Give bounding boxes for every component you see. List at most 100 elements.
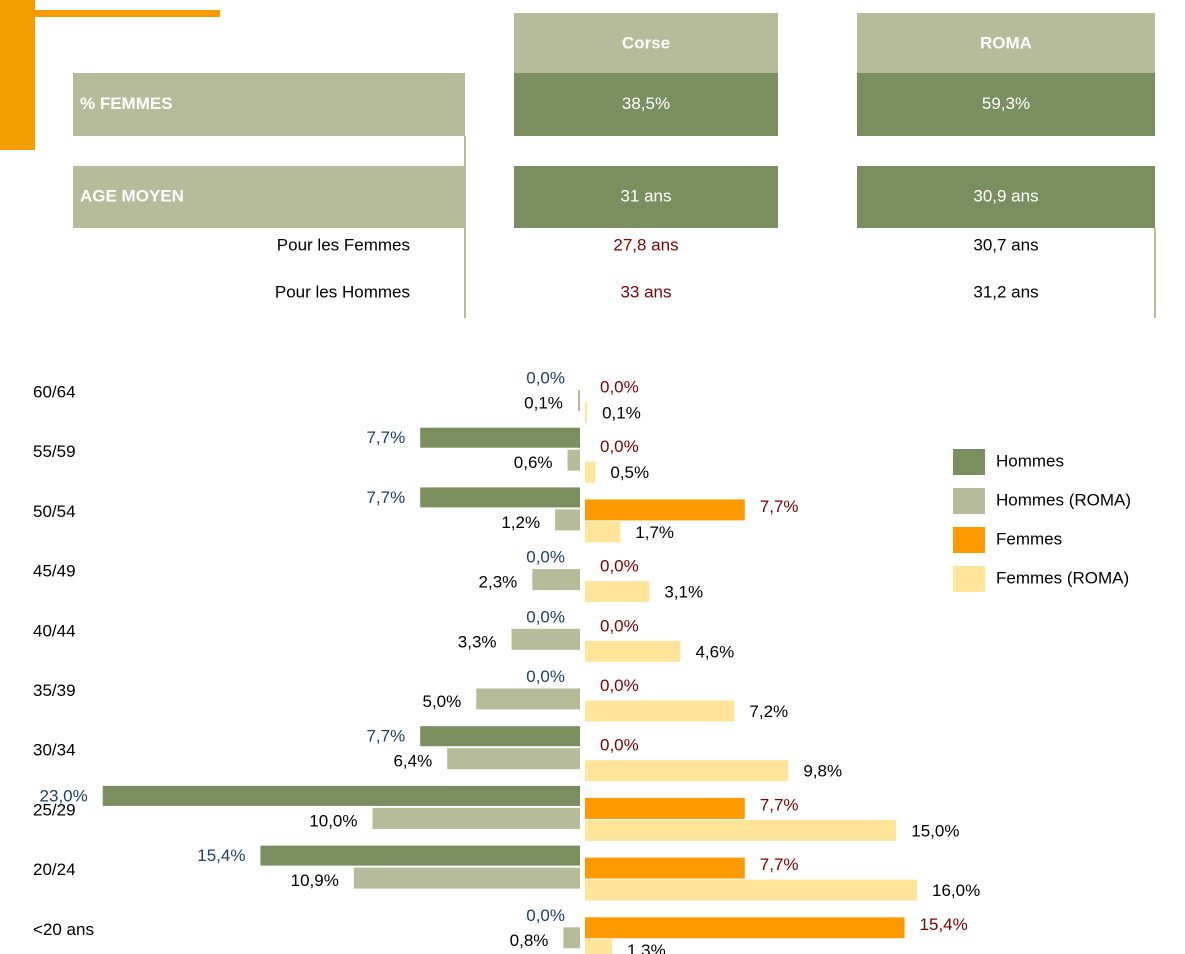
row-label-bg: [73, 73, 465, 136]
category-label: 45/49: [33, 562, 76, 581]
cell-value: 30,7 ans: [973, 235, 1038, 254]
cell-value: 33 ans: [620, 282, 671, 301]
legend-swatch: [953, 527, 985, 553]
category-label: 20/24: [33, 860, 76, 879]
cell-value: 59,3%: [982, 94, 1030, 113]
value-label: 9,8%: [803, 762, 842, 781]
value-label: 23,0%: [40, 786, 88, 805]
cell-bg: [857, 73, 1155, 136]
value-label: 0,1%: [602, 403, 641, 422]
category-label: <20 ans: [33, 920, 94, 939]
value-label: 0,5%: [610, 463, 649, 482]
value-label: 0,0%: [526, 667, 565, 686]
value-label: 7,7%: [760, 497, 799, 516]
value-label: 2,3%: [479, 573, 518, 592]
legend-label: Hommes (ROMA): [996, 490, 1131, 509]
row-label: AGE MOYEN: [80, 186, 184, 205]
value-label: 15,4%: [920, 915, 968, 934]
category-label: 35/39: [33, 681, 76, 700]
bar: [585, 402, 588, 423]
bar: [585, 760, 789, 782]
cell-value: 31,2 ans: [973, 282, 1038, 301]
bar: [260, 845, 580, 866]
value-label: 1,7%: [635, 523, 674, 542]
bar: [585, 640, 681, 662]
category-label: 55/59: [33, 442, 76, 461]
column-header: Corse: [622, 33, 670, 52]
value-label: 0,1%: [524, 393, 563, 412]
bar: [567, 449, 580, 471]
bar: [585, 917, 905, 939]
value-label: 0,0%: [526, 368, 565, 387]
value-label: 0,0%: [526, 548, 565, 567]
legend-swatch: [953, 488, 985, 514]
category-label: 40/44: [33, 621, 76, 640]
value-label: 10,9%: [291, 871, 339, 890]
bar: [585, 857, 745, 879]
value-label: 1,2%: [501, 513, 540, 532]
bar: [585, 461, 596, 483]
row-label: % FEMMES: [80, 94, 173, 113]
bar: [585, 879, 917, 901]
legend-swatch: [953, 449, 985, 475]
column-header: ROMA: [980, 33, 1032, 52]
value-label: 7,7%: [366, 727, 405, 746]
value-label: 0,0%: [526, 906, 565, 925]
value-label: 15,0%: [911, 821, 959, 840]
value-label: 0,6%: [514, 453, 553, 472]
bar: [585, 581, 650, 603]
bar: [585, 700, 735, 722]
bar: [102, 785, 580, 806]
legend-label: Hommes: [996, 451, 1064, 470]
value-label: 6,4%: [393, 752, 432, 771]
value-label: 4,6%: [695, 642, 734, 661]
value-label: 15,4%: [197, 846, 245, 865]
value-label: 7,7%: [366, 428, 405, 447]
cell-bg: [857, 166, 1155, 228]
cell-bg: [514, 166, 778, 228]
bar: [585, 819, 897, 841]
bar: [447, 748, 580, 770]
value-label: 0,0%: [600, 736, 639, 755]
bar: [353, 867, 580, 889]
bar: [585, 797, 745, 819]
value-label: 0,0%: [600, 557, 639, 576]
value-label: 5,0%: [423, 692, 462, 711]
row-label-bg: [73, 166, 465, 228]
value-label: 3,3%: [458, 632, 497, 651]
bar: [585, 499, 745, 521]
bar: [555, 509, 580, 531]
value-label: 0,0%: [600, 437, 639, 456]
bar: [585, 939, 612, 954]
category-label: 50/54: [33, 502, 76, 521]
value-label: 0,0%: [600, 676, 639, 695]
bar: [585, 521, 621, 543]
bar: [577, 390, 580, 411]
bar: [420, 726, 580, 747]
cell-value: 38,5%: [622, 94, 670, 113]
value-label: 0,8%: [510, 931, 549, 950]
bar: [420, 427, 580, 448]
decor-line: [35, 10, 220, 17]
value-label: 7,2%: [749, 702, 788, 721]
value-label: 7,7%: [366, 488, 405, 507]
decor-bar: [0, 0, 35, 150]
bar: [372, 807, 580, 829]
header-bg: [857, 13, 1155, 73]
cell-bg: [514, 73, 778, 136]
bar: [511, 628, 580, 650]
value-label: 7,7%: [760, 795, 799, 814]
legend-label: Femmes (ROMA): [996, 568, 1129, 587]
cell-value: 31 ans: [620, 186, 671, 205]
cell-value: 30,9 ans: [973, 186, 1038, 205]
header-bg: [514, 13, 778, 73]
value-label: 1,3%: [627, 941, 666, 954]
bar: [532, 569, 580, 591]
value-label: 7,7%: [760, 855, 799, 874]
bar: [476, 688, 580, 710]
legend-label: Femmes: [996, 529, 1062, 548]
bar: [563, 927, 580, 949]
row-label: Pour les Hommes: [275, 282, 410, 301]
category-label: 60/64: [33, 382, 76, 401]
